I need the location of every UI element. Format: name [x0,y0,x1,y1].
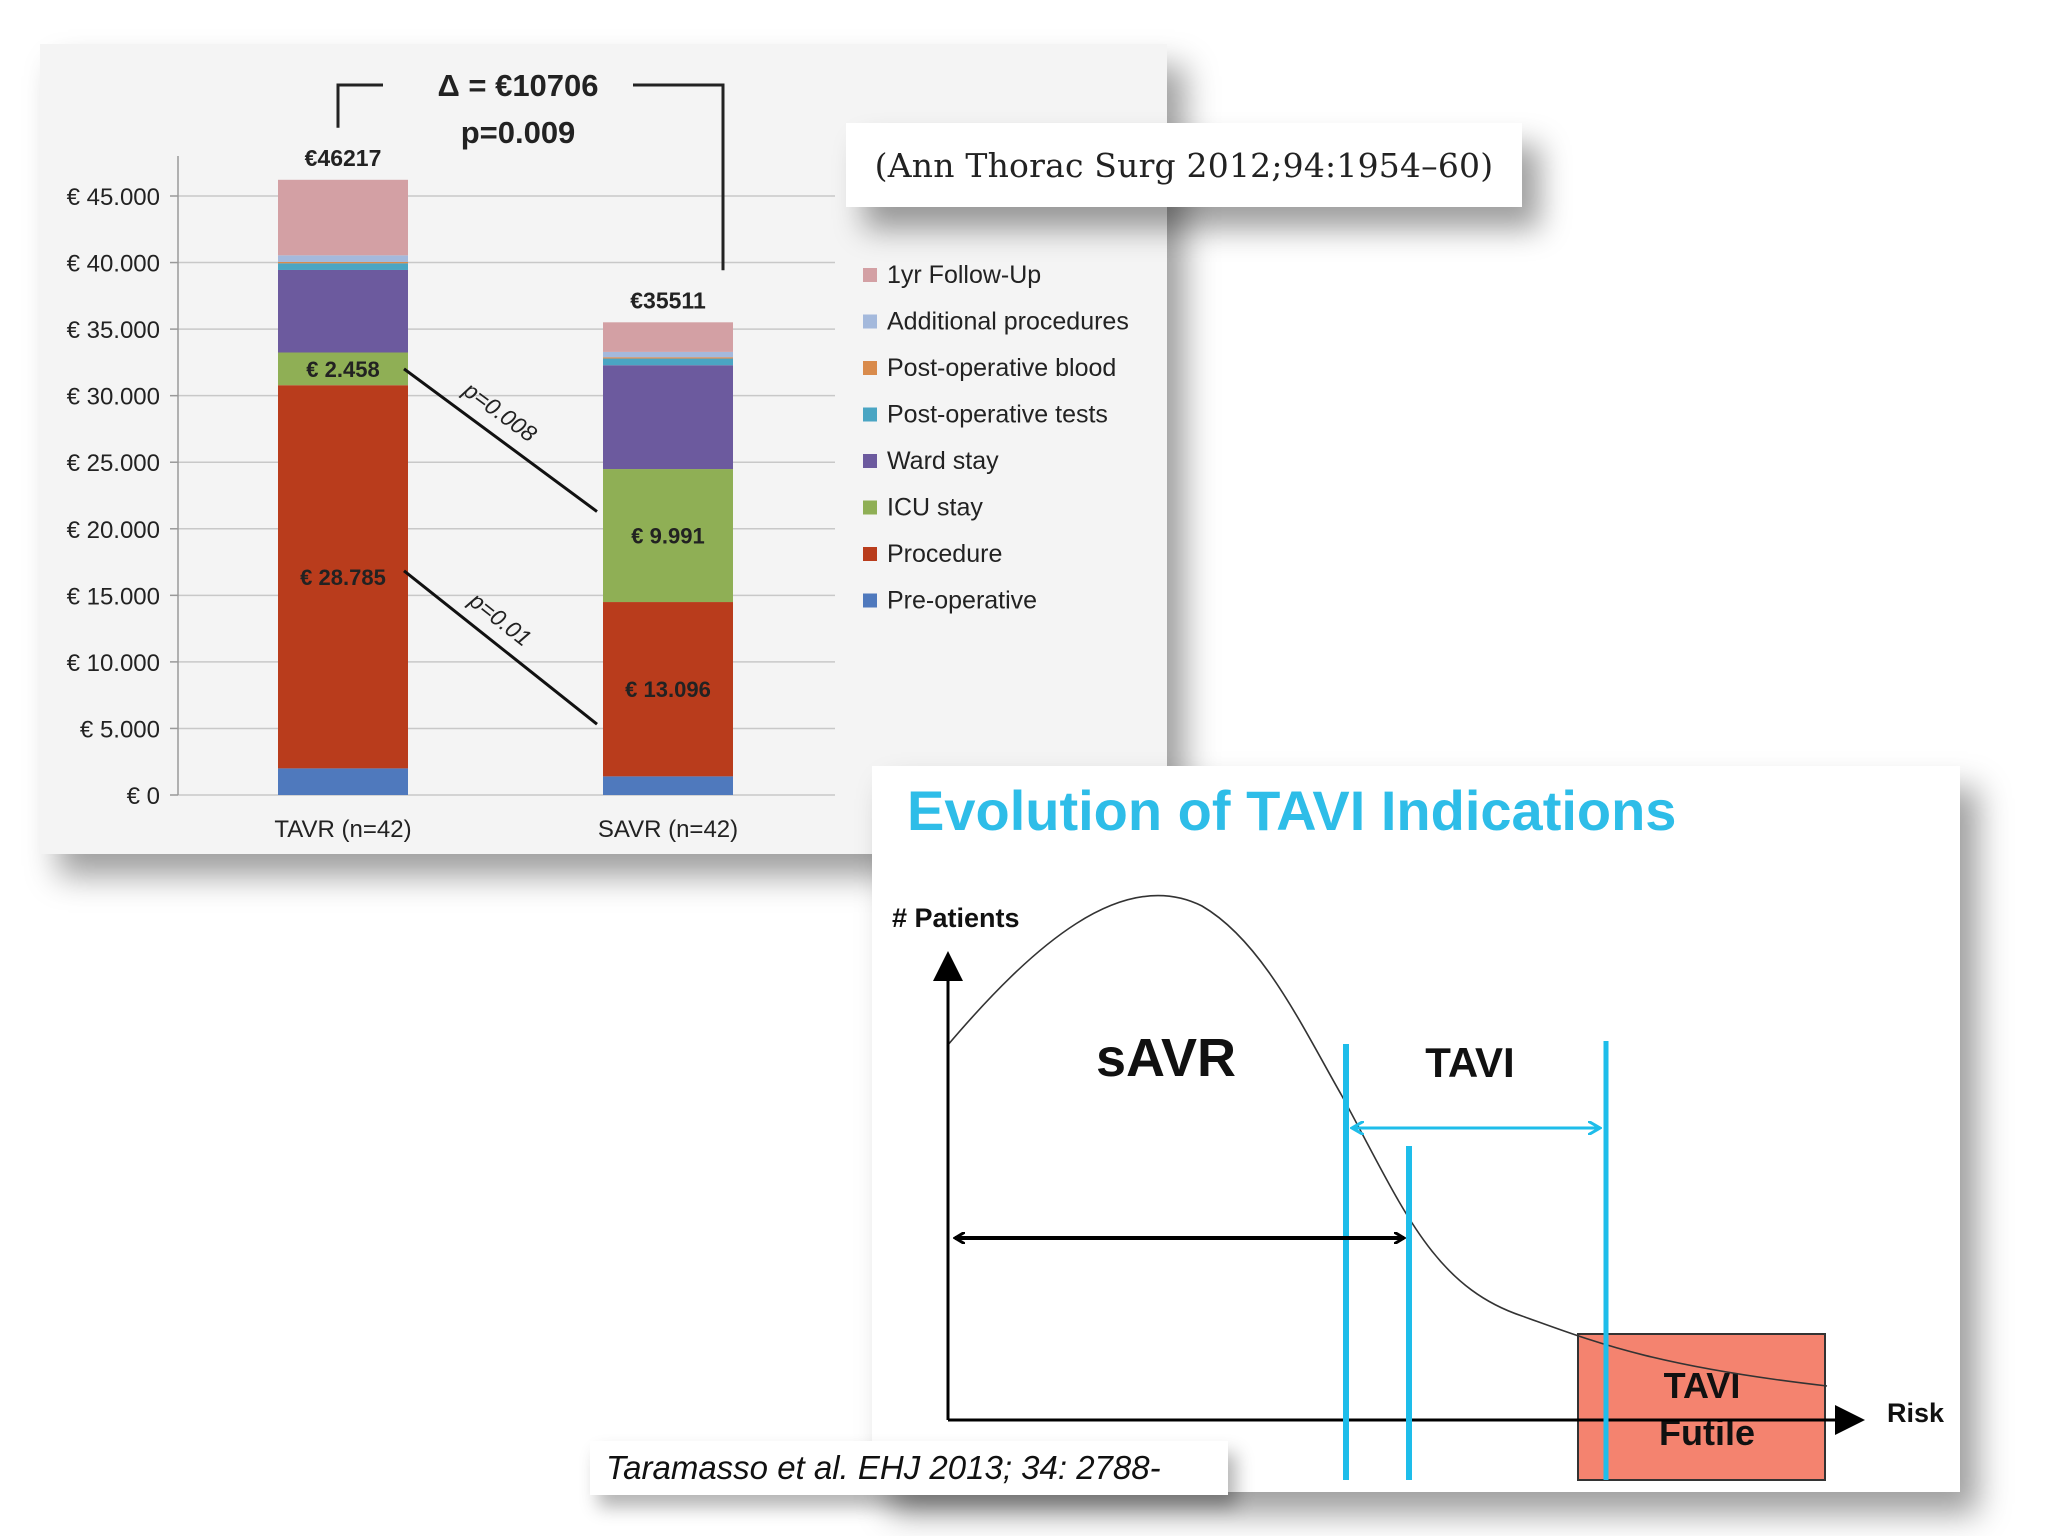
comparison-p-label: p=0.01 [464,586,537,651]
legend-swatch [863,454,877,468]
legend-label: Ward stay [887,447,999,475]
bar-segment [278,385,408,769]
bar-value-label: € 9.991 [631,524,704,549]
delta-bracket-left [336,83,383,128]
bar-segment [603,322,733,352]
y-axis-label: # Patients [892,903,1020,933]
patient-distribution-curve [946,894,1828,1387]
bar-segment [278,768,408,795]
bar-segment [603,602,733,777]
y-tick-label: € 45.000 [67,184,160,211]
bar-segment [278,352,408,386]
legend-swatch [863,547,877,561]
bar-segment [603,357,733,359]
x-category-label: TAVR (n=42) [274,816,411,843]
y-tick-label: € 40.000 [67,251,160,278]
y-tick-label: € 25.000 [67,450,160,477]
citation-taramasso: Taramasso et al. EHJ 2013; 34: 2788- [590,1441,1228,1495]
comparison-p-label: p=0.008 [458,376,542,447]
legend-swatch [863,593,877,608]
x-axis-label: Risk [1887,1398,1945,1428]
delta-p-value-label: p=0.009 [461,115,576,150]
legend-label: Additional procedures [887,308,1129,336]
y-tick-label: € 10.000 [67,650,160,677]
bar-value-label: € 2.458 [306,357,379,382]
bar-segment [278,263,408,270]
bar-segment [278,255,408,262]
delta-bracket-right [633,83,725,271]
savr-region-label: sAVR [1096,1028,1236,1088]
y-tick-label: € 30.000 [67,384,160,411]
bar-segment [278,179,408,256]
bar-segment [278,261,408,264]
tavi-futile-label-line2: Futile [1659,1412,1755,1453]
legend-swatch [863,500,877,515]
legend-label: 1yr Follow-Up [887,261,1041,289]
bar-total-label: €46217 [305,145,382,171]
legend-swatch [863,407,877,422]
y-tick-label: € 15.000 [67,583,160,610]
legend-swatch [863,314,877,329]
x-category-label: SAVR (n=42) [598,816,738,843]
tavi-futile-box [1577,1333,1826,1481]
tavi-futile-label-line1: TAVI [1664,1365,1741,1406]
bar-segment [603,776,733,795]
legend-label: Pre-operative [887,587,1037,615]
tavi-region-label: TAVI [1425,1039,1514,1086]
legend-label: Procedure [887,540,1002,568]
comparison-line [403,569,598,726]
bar-value-label: € 28.785 [300,565,386,590]
legend-label: Post-operative blood [887,354,1116,382]
legend-swatch [863,268,877,282]
bar-segment [603,469,733,603]
bar-segment [603,358,733,366]
delta-cost-label: Δ = €10706 [437,68,598,103]
cost-stacked-bar-chart: € 45.000 € 40.000 € 35.000 € 30.000 € 25.000… [67,68,1129,843]
y-tick-label: € 20.000 [67,517,160,544]
bar-value-label: € 13.096 [625,677,711,702]
tavi-indications-title: Evolution of TAVI Indications [907,779,1677,842]
legend-label: ICU stay [887,494,983,522]
legend-label: Post-operative tests [887,401,1108,429]
y-tick-label: € 35.000 [67,317,160,344]
y-tick-label: € 5.000 [80,716,160,743]
y-tick-label: € 0 [127,783,160,810]
tavi-indications-panel: Evolution of TAVI Indications TAVI [872,766,1960,1492]
tavi-risk-diagram: TAVI Futile # Patients Risk sAVR TAVI [892,894,1945,1481]
comparison-line [403,367,598,513]
bar-segment [278,269,408,353]
legend-swatch [863,361,877,375]
bar-segment [603,365,733,470]
bar-segment [603,351,733,358]
citation-ann-thorac-surg: (Ann Thorac Surg 2012;94:1954–60) [846,123,1522,207]
bar-total-label: €35511 [630,287,706,313]
citation-ann-thorac-text: (Ann Thorac Surg 2012;94:1954–60) [874,145,1494,185]
citation-taramasso-text: Taramasso et al. EHJ 2013; 34: 2788- [606,1449,1161,1486]
